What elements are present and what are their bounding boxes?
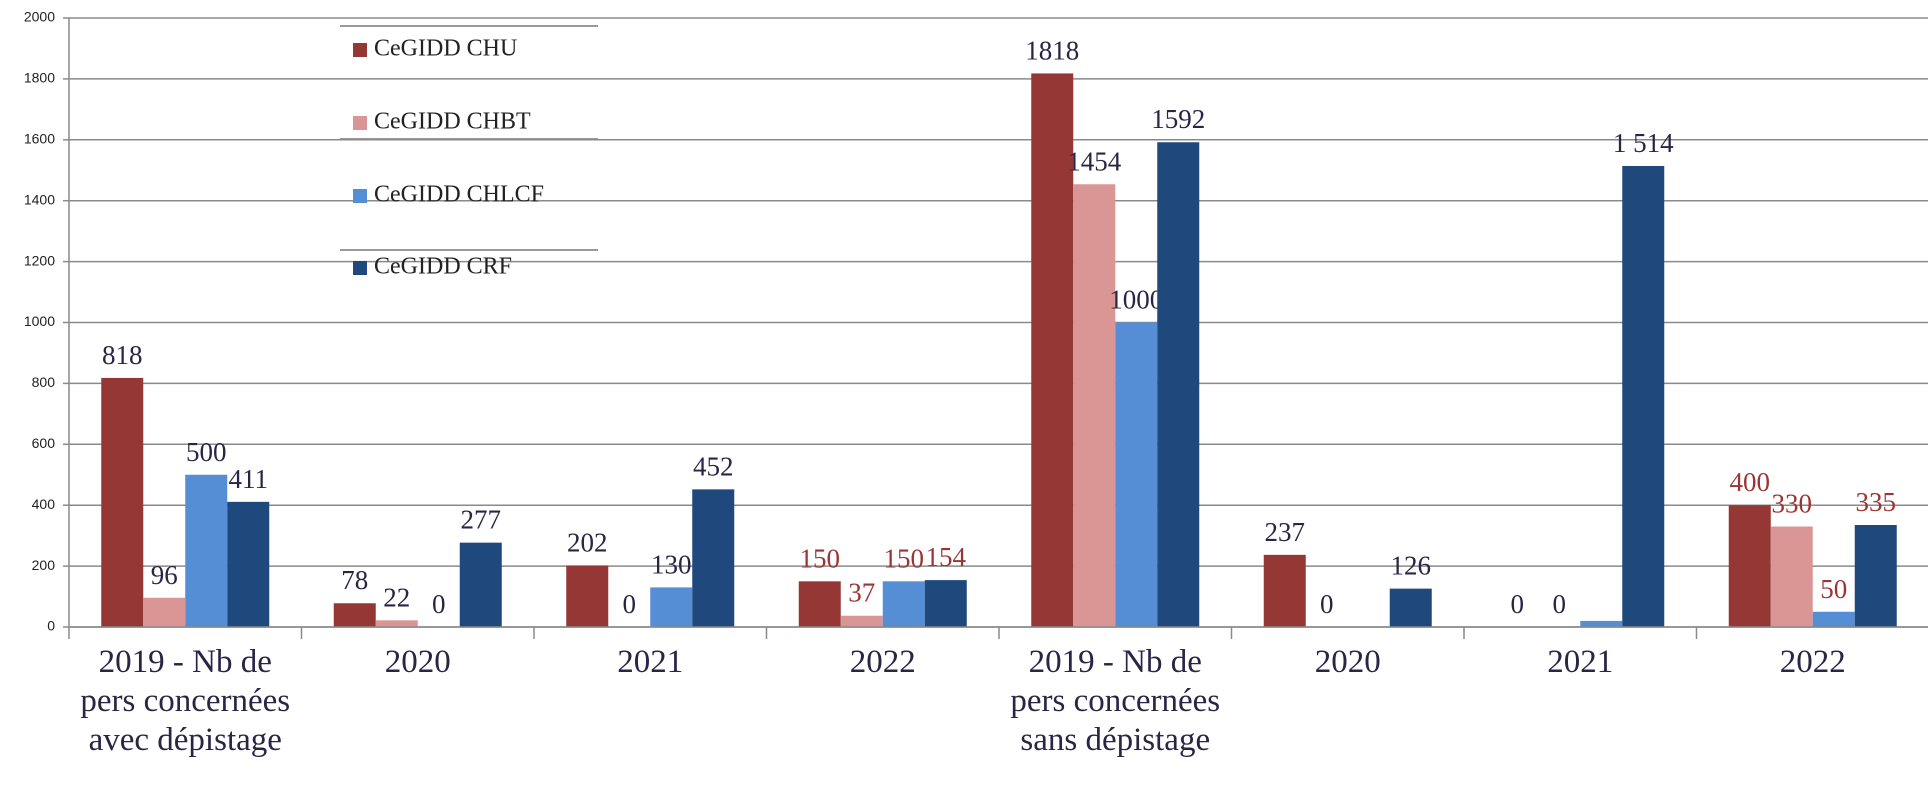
x-tick-label: 2022 <box>849 644 916 680</box>
bar <box>1580 620 1623 627</box>
legend-label: CeGIDD CRF <box>374 254 512 280</box>
x-tick-label: 2019 - Nb de pers concernées avec dépist… <box>80 644 291 758</box>
data-label: 0 <box>623 589 637 619</box>
y-tick-label: 1400 <box>24 191 55 207</box>
x-tick-label: 2020 <box>1314 644 1381 680</box>
y-tick-label: 200 <box>32 557 56 573</box>
bar <box>101 377 144 627</box>
data-label: 1000 <box>1109 285 1163 315</box>
legend-label: CeGIDD CHU <box>374 36 517 62</box>
bar <box>650 587 693 627</box>
data-label: 130 <box>651 549 692 579</box>
data-label: 237 <box>1265 517 1306 547</box>
data-label: 202 <box>567 527 608 557</box>
data-label: 150 <box>800 543 841 573</box>
y-tick-label: 1800 <box>24 70 55 86</box>
data-label: 96 <box>151 560 178 590</box>
bar <box>459 542 502 627</box>
x-tick-label: 2019 - Nb de pers concernées sans dépist… <box>1010 644 1221 758</box>
y-tick-label: 2000 <box>24 9 55 25</box>
bar <box>1073 184 1116 627</box>
data-label: 78 <box>341 565 368 595</box>
x-tick-label: 2020 <box>384 644 451 680</box>
bar <box>1622 165 1665 627</box>
bar <box>1389 588 1432 627</box>
data-label: 818 <box>102 340 143 370</box>
y-tick-label: 400 <box>32 496 56 512</box>
bar <box>1157 142 1200 627</box>
data-label: 22 <box>383 582 410 612</box>
legend-swatch <box>353 43 367 57</box>
bar <box>1728 505 1771 627</box>
bar <box>924 580 967 627</box>
x-tick-label: 2021 <box>617 644 684 680</box>
data-label: 0 <box>1320 589 1334 619</box>
bar <box>143 597 186 627</box>
y-tick-label: 1200 <box>24 252 55 268</box>
bar <box>566 565 609 627</box>
data-label: 150 <box>884 543 925 573</box>
bar <box>798 581 841 627</box>
bar <box>1770 526 1813 627</box>
y-tick-label: 1000 <box>24 313 55 329</box>
bar <box>1854 524 1897 627</box>
data-label: 37 <box>848 578 875 608</box>
bar <box>1031 73 1074 627</box>
legend-swatch <box>353 189 367 203</box>
bar <box>185 474 228 627</box>
y-tick-label: 600 <box>32 435 56 451</box>
y-tick-label: 0 <box>47 618 55 634</box>
data-label: 1818 <box>1025 35 1079 65</box>
bar <box>1812 611 1855 627</box>
data-label: 1592 <box>1151 104 1205 134</box>
legend-label: CeGIDD CHLCF <box>374 182 544 208</box>
bar <box>1263 554 1306 627</box>
data-label: 50 <box>1820 574 1847 604</box>
y-tick-label: 1600 <box>24 131 55 147</box>
data-label: 452 <box>693 451 734 481</box>
data-label: 411 <box>229 464 269 494</box>
bar <box>375 620 418 627</box>
data-label: 1454 <box>1067 146 1122 176</box>
data-label: 335 <box>1856 487 1897 517</box>
data-label: 0 <box>1511 589 1525 619</box>
bar <box>333 603 376 627</box>
y-tick-label: 800 <box>32 374 56 390</box>
legend-label: CeGIDD CHBT <box>374 109 531 135</box>
legend-swatch <box>353 116 367 130</box>
bar <box>692 489 735 627</box>
bar <box>882 581 925 627</box>
data-label: 0 <box>1553 589 1567 619</box>
data-label: 0 <box>432 589 446 619</box>
bar <box>1115 322 1158 627</box>
bar <box>840 615 883 627</box>
data-label: 500 <box>186 437 227 467</box>
data-label: 1 514 <box>1613 128 1674 158</box>
legend-swatch <box>353 261 367 275</box>
data-label: 330 <box>1772 489 1813 519</box>
data-label: 277 <box>461 505 502 535</box>
data-label: 400 <box>1730 467 1771 497</box>
data-label: 126 <box>1391 551 1432 581</box>
data-label: 154 <box>926 542 967 572</box>
x-tick-label: 2021 <box>1547 644 1614 680</box>
x-tick-label: 2022 <box>1779 644 1846 680</box>
bar <box>227 501 270 627</box>
